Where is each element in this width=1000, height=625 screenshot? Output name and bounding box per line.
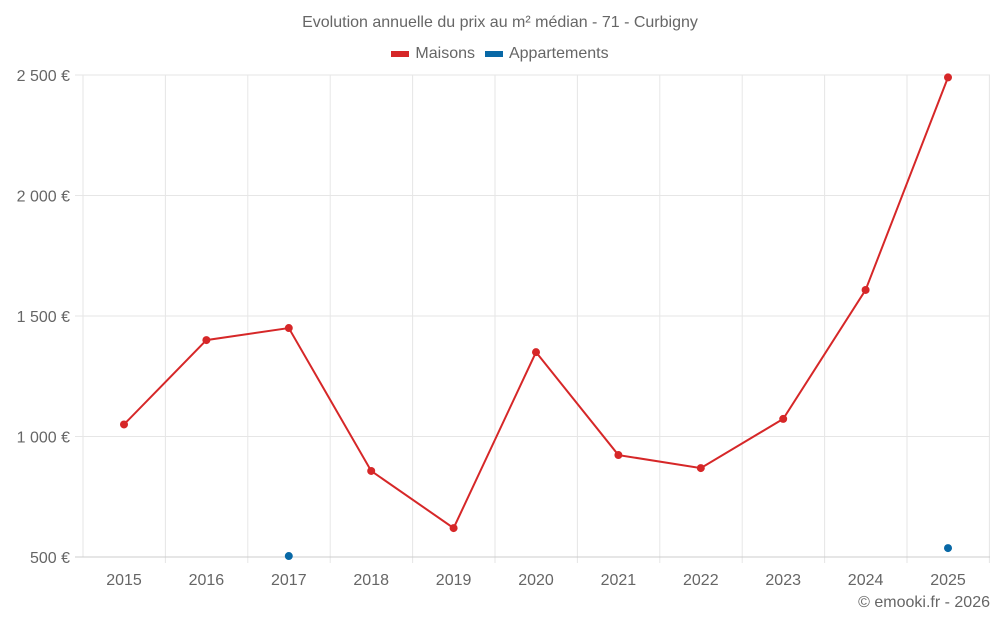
y-axis-label: 2 500 € [17, 68, 70, 85]
x-axis-label: 2019 [436, 572, 472, 589]
legend-label-maisons: Maisons [415, 45, 475, 62]
y-axis-label: 1 500 € [17, 309, 70, 326]
x-axis-label: 2016 [189, 572, 225, 589]
data-point[interactable] [861, 285, 870, 294]
data-point[interactable] [944, 544, 952, 553]
y-axis-label: 1 000 € [17, 430, 70, 447]
x-axis-label: 2022 [683, 572, 719, 589]
x-axis-label: 2024 [848, 572, 884, 589]
x-axis-label: 2015 [106, 572, 142, 589]
copyright-footer: © emooki.fr - 2026 [858, 594, 990, 611]
data-point[interactable] [120, 420, 128, 429]
x-axis-label: 2018 [353, 572, 389, 589]
x-axis-label: 2021 [601, 572, 637, 589]
legend-swatch-appartements [484, 51, 503, 57]
x-axis-label: 2017 [271, 572, 307, 589]
data-point[interactable] [202, 336, 211, 345]
data-point[interactable] [779, 414, 788, 423]
data-point[interactable] [696, 464, 705, 473]
legend-item-maisons[interactable]: Maisons [391, 45, 475, 63]
data-point[interactable] [944, 73, 952, 82]
legend-label-appartements: Appartements [508, 45, 609, 62]
legend-item-appartements[interactable]: Appartements [484, 45, 609, 63]
y-axis-label: 500 € [30, 550, 70, 567]
data-point[interactable] [449, 524, 458, 533]
x-axis-label: 2025 [930, 572, 966, 589]
data-point[interactable] [367, 466, 376, 475]
data-point[interactable] [284, 324, 293, 333]
legend: Maisons Appartements [0, 45, 1000, 63]
x-axis-label: 2020 [518, 572, 554, 589]
legend-swatch-maisons [391, 51, 410, 57]
x-axis-label: 2023 [765, 572, 801, 589]
data-point[interactable] [614, 451, 623, 460]
y-axis-label: 2 000 € [17, 189, 70, 206]
data-point[interactable] [532, 348, 540, 357]
chart-title: Evolution annuelle du prix au m² médian … [302, 14, 698, 31]
data-point[interactable] [284, 552, 293, 561]
